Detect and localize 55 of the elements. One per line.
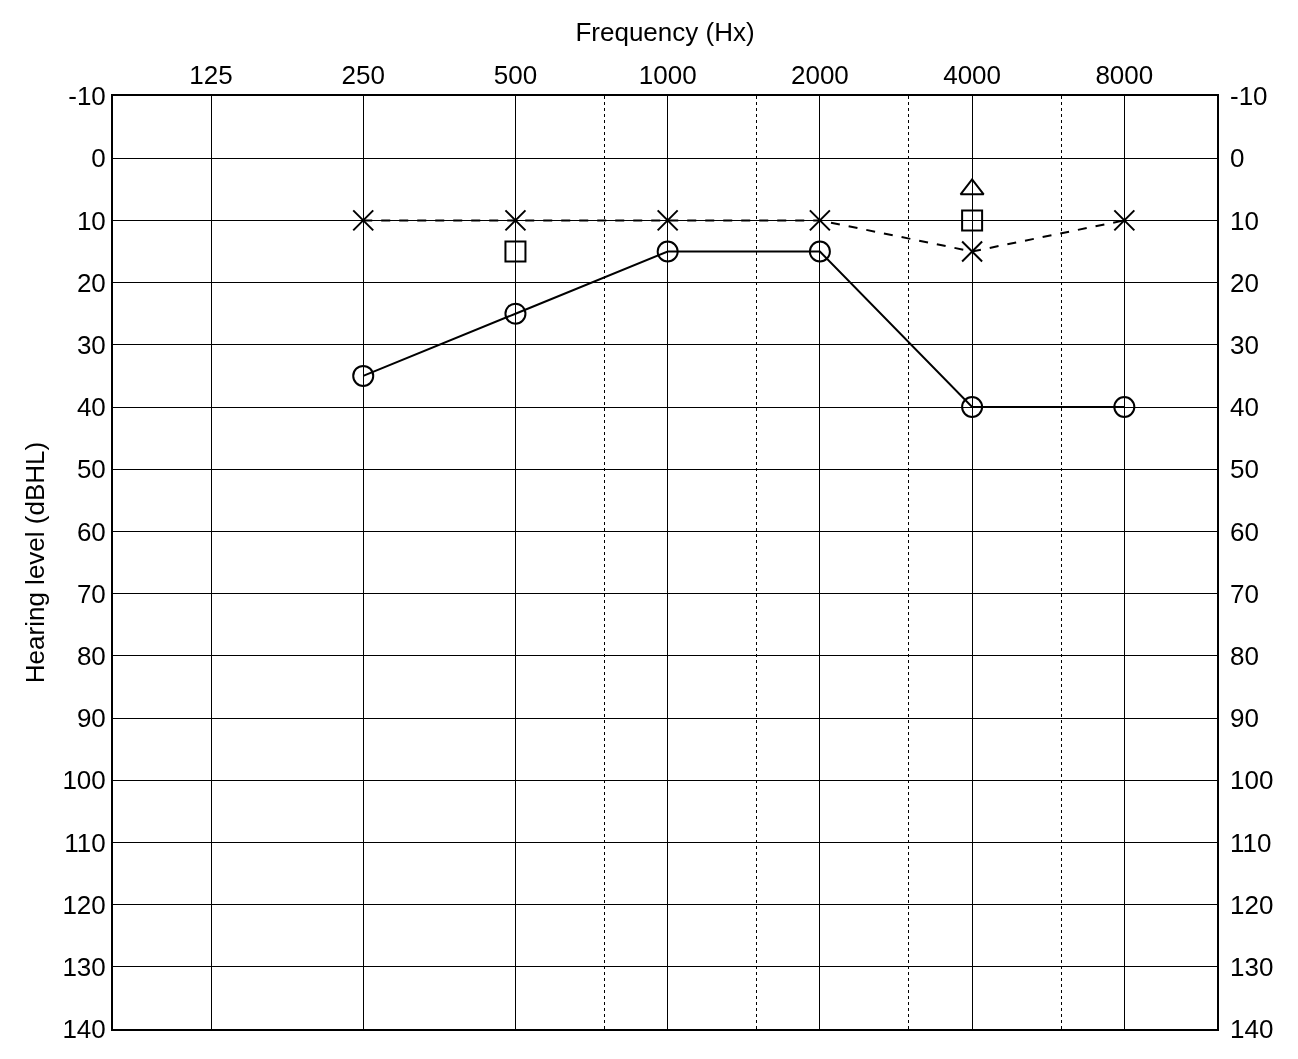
point — [504, 240, 527, 263]
y-tick-label: 90 — [76, 703, 106, 734]
point — [961, 396, 984, 418]
point — [504, 302, 527, 325]
y-tick-label: -10 — [68, 81, 106, 112]
y-tick-label: 110 — [64, 827, 106, 858]
y-tick-label: 70 — [76, 578, 106, 609]
y2-tick-label: 60 — [1230, 516, 1259, 547]
y-tick-label: 80 — [76, 640, 106, 671]
y-tick-label: 0 — [91, 143, 106, 174]
point — [1113, 209, 1136, 232]
point — [1113, 396, 1136, 418]
y-axis-title: Hearing level (dBHL) — [20, 441, 51, 684]
y2-tick-label: 70 — [1230, 578, 1259, 609]
point — [808, 240, 831, 263]
y2-tick-label: 80 — [1230, 640, 1259, 671]
y2-tick-label: 110 — [1230, 827, 1272, 858]
y-tick-label: 60 — [76, 516, 106, 547]
point — [656, 240, 679, 263]
x-axis-title: Frequency (Hx) — [575, 17, 755, 48]
y2-tick-label: 100 — [1230, 765, 1274, 796]
point — [961, 209, 984, 232]
point — [352, 364, 375, 387]
y-tick-label: 40 — [76, 392, 106, 423]
y2-tick-label: 30 — [1230, 329, 1259, 360]
y-tick-label: 10 — [76, 205, 106, 236]
y-tick-label: 140 — [62, 1014, 106, 1045]
point — [352, 209, 375, 232]
y2-tick-label: 50 — [1230, 454, 1259, 485]
x-tick-label: 8000 — [1095, 59, 1154, 90]
y-tick-label: 50 — [76, 454, 106, 485]
y-tick-label: 30 — [76, 329, 106, 360]
x-tick-label: 2000 — [790, 59, 849, 90]
y2-tick-label: 0 — [1230, 143, 1245, 174]
y2-tick-label: 20 — [1230, 267, 1259, 298]
point — [504, 209, 527, 232]
x-tick-label: 4000 — [943, 59, 1002, 90]
y2-tick-label: -10 — [1230, 81, 1268, 112]
y2-tick-label: 130 — [1230, 951, 1274, 982]
y-tick-label: 100 — [62, 765, 106, 796]
point — [656, 209, 679, 232]
y-tick-label: 20 — [76, 267, 106, 298]
y2-tick-label: 10 — [1230, 205, 1259, 236]
x-tick-label: 125 — [189, 59, 233, 90]
y2-tick-label: 120 — [1230, 889, 1274, 920]
x-tick-label: 1000 — [638, 59, 697, 90]
point — [961, 240, 984, 263]
x-tick-label: 250 — [341, 59, 385, 90]
y-tick-label: 130 — [62, 951, 106, 982]
y2-tick-label: 40 — [1230, 392, 1259, 423]
y2-tick-label: 140 — [1230, 1014, 1274, 1045]
x-tick-label: 500 — [493, 59, 538, 90]
y-tick-label: 120 — [62, 889, 106, 920]
y2-tick-label: 90 — [1230, 703, 1259, 734]
point — [808, 209, 831, 232]
